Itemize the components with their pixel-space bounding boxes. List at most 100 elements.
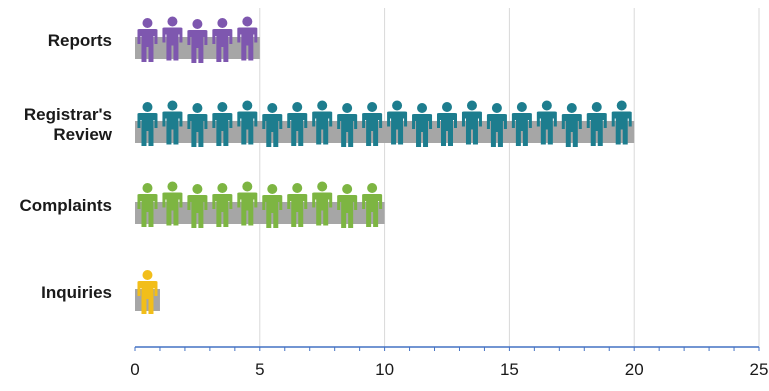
- person-icon-body: [536, 111, 557, 145]
- person-icon-body: [237, 111, 258, 145]
- person-icon-head: [142, 18, 153, 28]
- person-icon: [137, 183, 158, 227]
- person-icon-body: [337, 114, 358, 147]
- x-tick-label: 25: [750, 360, 769, 379]
- person-icon-head: [142, 270, 153, 280]
- person-icon: [312, 100, 333, 145]
- person-icon: [262, 103, 283, 147]
- x-tick-label: 15: [500, 360, 519, 379]
- person-icon-head: [317, 181, 328, 192]
- person-icon-head: [367, 183, 378, 193]
- category-label: Complaints: [19, 196, 112, 215]
- person-icons: [137, 16, 632, 314]
- person-icon: [561, 103, 582, 147]
- person-icon: [536, 100, 557, 145]
- person-icon: [137, 18, 158, 62]
- person-icon: [187, 103, 208, 147]
- person-icon-head: [217, 183, 228, 193]
- person-icon: [312, 181, 333, 226]
- category-label: Reports: [48, 31, 112, 50]
- x-tick-label: 10: [375, 360, 394, 379]
- person-icon-head: [367, 102, 378, 112]
- person-icon-body: [611, 111, 632, 145]
- person-icon: [137, 102, 158, 146]
- person-icon-head: [616, 100, 627, 111]
- person-icon: [137, 270, 158, 314]
- person-icon: [212, 183, 233, 227]
- person-icon-body: [187, 30, 208, 63]
- person-icon-head: [491, 103, 502, 113]
- person-icon: [237, 16, 258, 61]
- person-icon-head: [192, 19, 203, 29]
- person-icon-body: [287, 194, 308, 227]
- person-icon: [162, 16, 183, 61]
- person-icon-head: [142, 102, 153, 112]
- person-icon-head: [142, 183, 153, 193]
- person-icon-body: [312, 111, 333, 145]
- person-icon-body: [561, 114, 582, 147]
- x-tick-label: 20: [625, 360, 644, 379]
- gridlines: [259, 8, 760, 347]
- person-icon-body: [237, 192, 258, 226]
- person-icon: [237, 100, 258, 145]
- person-icon-body: [137, 29, 158, 62]
- person-icon: [412, 103, 433, 147]
- person-icon-body: [212, 113, 233, 146]
- person-icon-head: [466, 100, 477, 111]
- person-icon: [362, 183, 383, 227]
- person-icon-body: [262, 195, 283, 228]
- person-icon-head: [217, 102, 228, 112]
- person-icon: [362, 102, 383, 146]
- person-icon: [337, 103, 358, 147]
- person-icon-body: [337, 195, 358, 228]
- person-icon: [187, 184, 208, 228]
- person-icon-head: [242, 100, 253, 111]
- person-icon: [486, 103, 507, 147]
- bar: [135, 289, 160, 311]
- person-icon: [337, 184, 358, 228]
- person-icon-head: [516, 102, 527, 112]
- person-icon: [162, 100, 183, 145]
- person-icon-head: [541, 100, 552, 111]
- person-icon-head: [292, 102, 303, 112]
- person-icon: [287, 183, 308, 227]
- person-icon-head: [192, 103, 203, 113]
- person-icon: [237, 181, 258, 226]
- person-icon-body: [511, 113, 532, 146]
- person-icon-body: [162, 111, 183, 145]
- x-tick-label: 0: [130, 360, 139, 379]
- person-icon-body: [137, 113, 158, 146]
- person-icon-head: [392, 100, 403, 111]
- person-icon-head: [267, 184, 278, 194]
- person-icon-body: [486, 114, 507, 147]
- person-icon-head: [317, 100, 328, 111]
- person-icon-body: [212, 194, 233, 227]
- person-icon-head: [167, 16, 178, 27]
- person-icon: [511, 102, 532, 146]
- person-icon-head: [167, 181, 178, 192]
- person-icon-body: [387, 111, 408, 145]
- category-label: Review: [53, 125, 112, 144]
- person-icon-body: [237, 27, 258, 61]
- person-icon-head: [342, 184, 353, 194]
- person-icon-head: [566, 103, 577, 113]
- person-icon-head: [242, 16, 253, 27]
- person-icon-body: [461, 111, 482, 145]
- person-icon-head: [267, 103, 278, 113]
- person-icon: [611, 100, 632, 145]
- person-icon-body: [437, 113, 457, 146]
- person-icon-head: [417, 103, 428, 113]
- person-icon: [586, 102, 607, 146]
- x-axis: 0 5 10 15 20 25: [130, 346, 769, 379]
- person-icon-head: [167, 100, 178, 111]
- person-icon-head: [442, 102, 452, 112]
- person-icon-body: [162, 27, 183, 61]
- person-icon: [437, 102, 457, 146]
- person-icon-body: [312, 192, 333, 226]
- person-icon-body: [137, 281, 158, 314]
- person-icon-head: [217, 18, 228, 28]
- person-icon: [287, 102, 308, 146]
- person-icon-body: [262, 114, 283, 147]
